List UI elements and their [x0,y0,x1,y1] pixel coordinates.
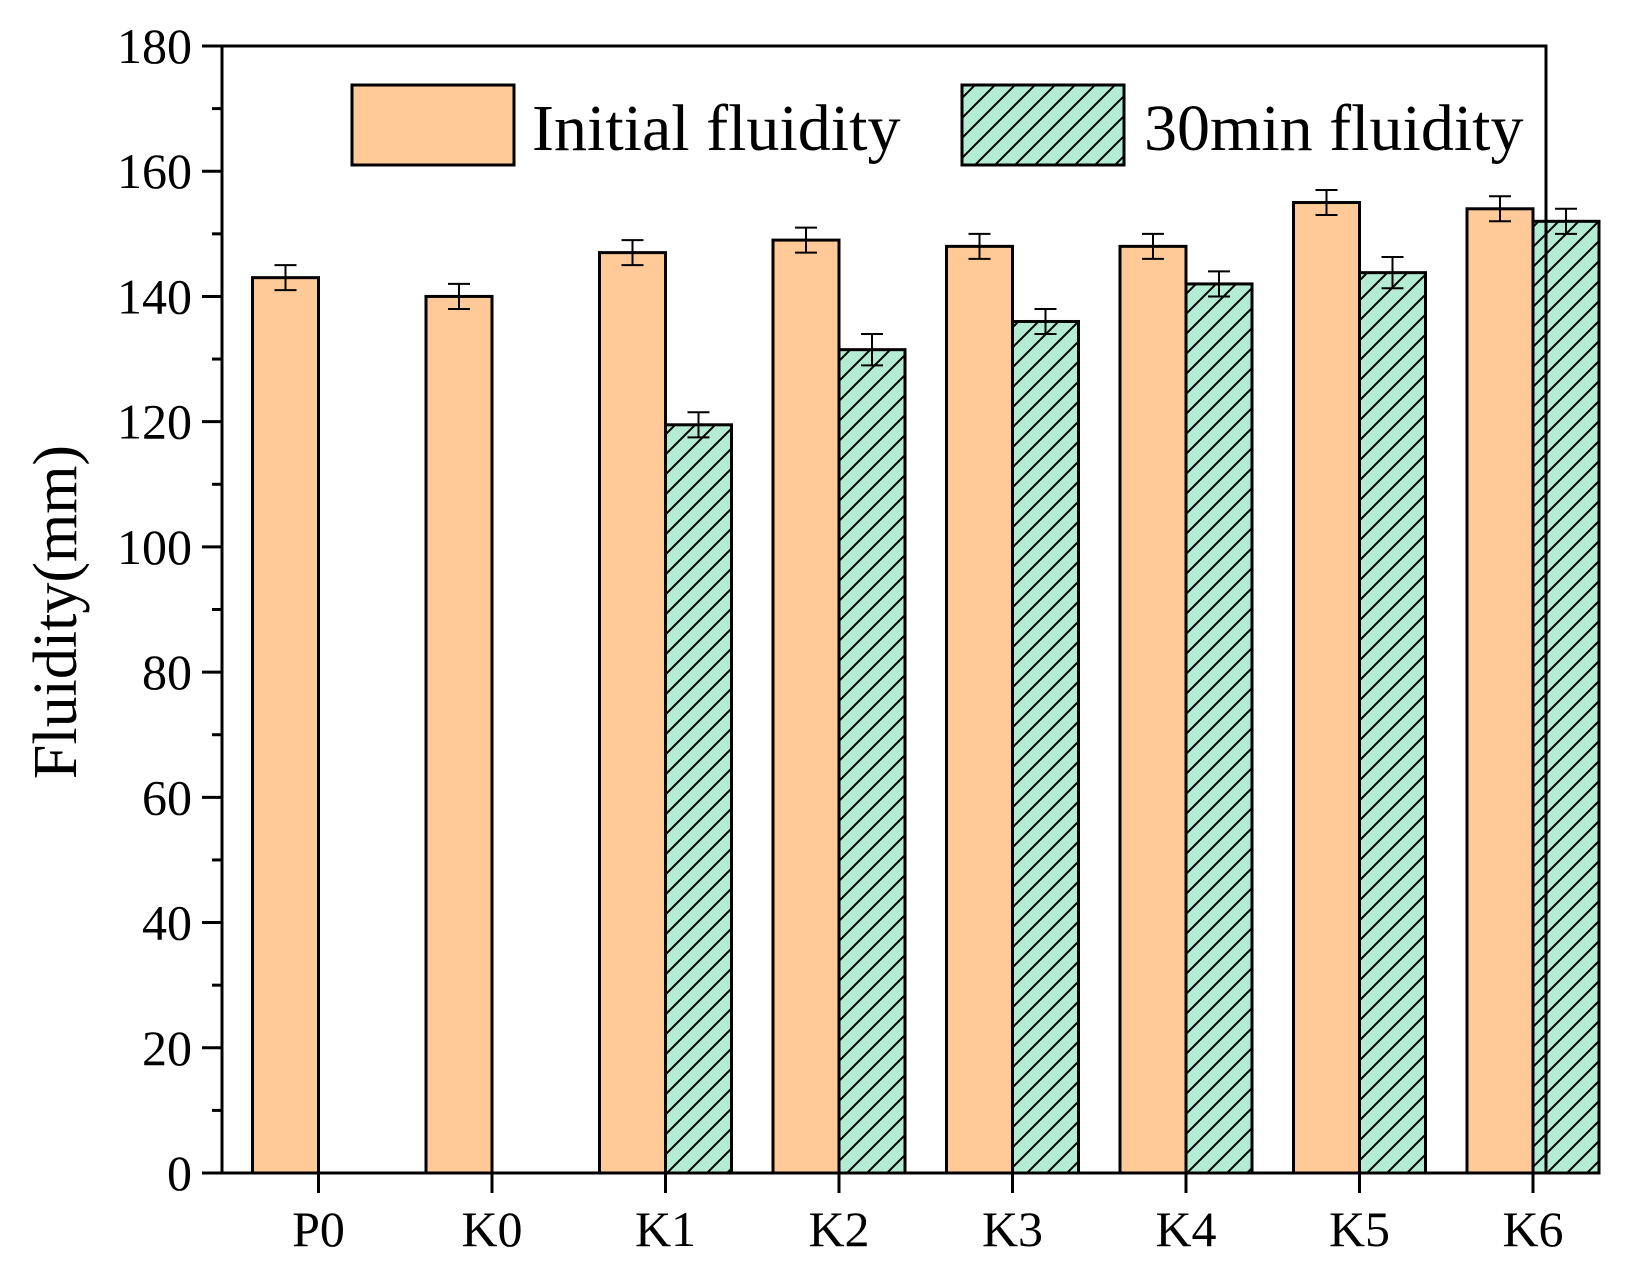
y-tick-label-180: 180 [117,18,192,74]
legend-item-30min: 30min fluidity [960,83,1524,167]
error-bar-initial-k6 [1489,195,1511,223]
error-bar-30min-k4 [1208,270,1230,298]
error-bar-30min-k5 [1381,255,1404,290]
bar-initial-k6 [1465,207,1535,1175]
error-bar-initial-k1 [621,239,644,267]
error-bar-initial-k2 [795,226,817,254]
legend-label-initial: Initial fluidity [532,92,900,165]
y-tick-label-80: 80 [142,644,192,700]
legend-swatch-initial [350,83,516,167]
bar-initial-p0 [251,276,320,1175]
error-bar-30min-k3 [1034,307,1057,336]
axes-layer: 0 20 40 60 80 100 120 140 160 180 P0 K0 K1 K2 K3 K4 K5 K6 [117,18,1564,1257]
legend-item-initial: Initial fluidity [350,83,900,167]
legend: Initial fluidity 30min fluidity [350,83,1524,167]
legend-label-30min: 30min fluidity [1144,92,1524,165]
x-tick-label-p0: P0 [292,1201,345,1257]
bar-initial-k2 [771,238,841,1175]
bar-30min-k4 [1184,282,1254,1175]
bar-30min-k6 [1531,219,1601,1175]
y-tick-label-0: 0 [167,1145,192,1201]
x-tick-label-k0: K0 [461,1201,522,1257]
y-axis-title: Fluidity(mm) [22,445,90,779]
error-bar-initial-k0 [448,282,470,310]
x-tick-label-k1: K1 [635,1201,696,1257]
bar-initial-k5 [1292,201,1361,1175]
y-tick-label-160: 160 [117,143,192,199]
y-tick-label-40: 40 [142,895,192,951]
x-tick-label-k6: K6 [1502,1201,1563,1257]
legend-swatch-30min [960,83,1126,167]
bar-initial-k4 [1118,244,1188,1175]
x-tick-label-k4: K4 [1155,1201,1216,1257]
x-tick-label-k2: K2 [808,1201,869,1257]
bar-initial-k3 [945,244,1014,1175]
error-bar-initial-k4 [1142,232,1164,260]
error-bar-initial-k3 [968,232,991,260]
y-tick-label-20: 20 [142,1020,192,1076]
bars-layer [251,201,1601,1175]
y-tick-label-60: 60 [142,769,192,825]
x-tick-label-k5: K5 [1329,1201,1390,1257]
error-bar-30min-k1 [687,411,710,439]
error-bar-30min-k6 [1555,207,1577,235]
y-tick-label-100: 100 [117,519,192,575]
error-bar-initial-k5 [1315,189,1338,217]
bar-30min-k5 [1358,271,1427,1175]
bar-30min-k3 [1011,319,1080,1175]
error-bar-initial-p0 [274,264,297,292]
bar-30min-k1 [664,423,733,1175]
x-tick-label-k3: K3 [982,1201,1043,1257]
bar-initial-k1 [598,251,667,1175]
y-tick-label-140: 140 [117,268,192,324]
bar-initial-k0 [424,294,494,1175]
error-bar-30min-k2 [861,333,883,367]
bar-30min-k2 [837,348,907,1175]
error-bars-layer [274,189,1577,439]
y-tick-label-120: 120 [117,394,192,450]
